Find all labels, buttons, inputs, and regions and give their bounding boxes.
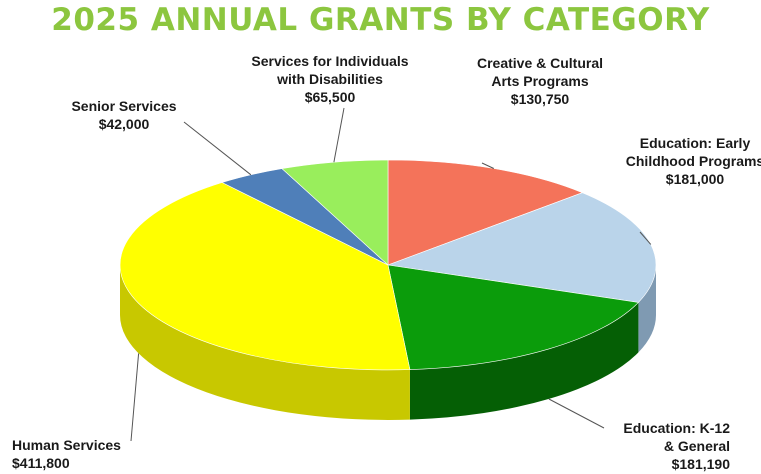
- value-label: $130,750: [510, 91, 570, 107]
- pie-slice-k12: [387, 264, 640, 370]
- leader-line-early-childhood: [639, 231, 652, 245]
- label-line: & General: [663, 438, 730, 454]
- leader-lines: [130, 107, 652, 442]
- pie-side-walls: [120, 265, 656, 420]
- pie-side-k12: [409, 302, 639, 420]
- label-line: Services for Individuals: [251, 53, 409, 69]
- label-line: Creative & Cultural: [476, 55, 604, 71]
- chart-title: 2025 ANNUAL GRANTS BY CATEGORY: [51, 2, 710, 38]
- slice-label-early-childhood: Education: Early Childhood Programs $181…: [615, 134, 761, 188]
- leader-line-human-services: [130, 353, 140, 442]
- value-label: $411,800: [12, 455, 70, 471]
- leader-line-k12: [548, 398, 605, 429]
- leader-line-disabilities: [333, 107, 345, 163]
- label-line: Childhood Programs: [625, 153, 761, 169]
- label-line: Education: Early: [639, 135, 751, 151]
- pie-side-early-childhood: [638, 265, 656, 353]
- slice-label-senior-services: Senior Services $42,000: [54, 97, 194, 133]
- pie-slice-human-services: [119, 182, 411, 371]
- slice-label-creative-arts: Creative & Cultural Arts Programs $130,7…: [455, 54, 625, 108]
- leader-line-creative-arts: [481, 162, 495, 169]
- value-label: $65,500: [304, 89, 356, 105]
- value-label: $181,190: [671, 456, 730, 472]
- label-line: Arts Programs: [491, 73, 589, 89]
- label-line: with Disabilities: [277, 71, 383, 87]
- leader-line-senior-services: [183, 121, 252, 176]
- slice-label-human-services: Human Services $411,800: [12, 436, 152, 472]
- pie-side-human-services: [120, 265, 410, 420]
- label-line: Human Services: [12, 437, 121, 453]
- label-line: Senior Services: [71, 98, 177, 114]
- value-label: $42,000: [98, 116, 150, 132]
- slice-label-disabilities: Services for Individuals with Disabiliti…: [230, 52, 430, 106]
- label-line: Education: K-12: [623, 420, 730, 436]
- value-label: $181,000: [665, 171, 725, 187]
- pie-slices: [119, 159, 657, 371]
- slice-label-k12: Education: K-12 & General $181,190: [600, 419, 730, 473]
